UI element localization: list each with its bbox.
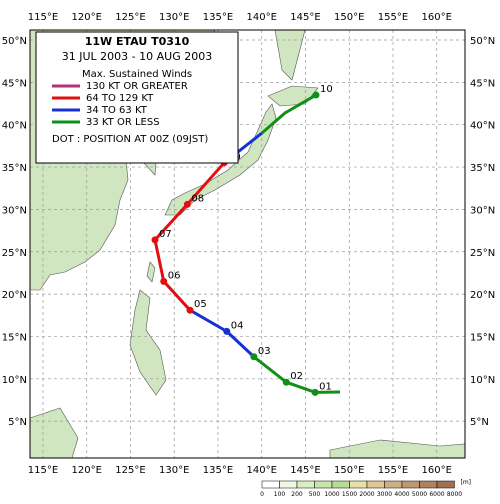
- position-dot: [184, 201, 191, 208]
- position-dot: [312, 389, 319, 396]
- position-label: 05: [194, 299, 207, 310]
- position-dot: [152, 236, 159, 243]
- scale-cell: [350, 481, 368, 488]
- position-label: 08: [191, 193, 204, 204]
- position-dot: [313, 92, 320, 99]
- lon-label: 160°E: [422, 12, 452, 23]
- position-dot: [283, 379, 290, 386]
- scale-label: 8000: [447, 491, 462, 498]
- lat-label: 25°N: [470, 248, 495, 259]
- scale-cell: [332, 481, 350, 488]
- lon-label: 115°E: [28, 12, 58, 23]
- lat-label: 15°N: [2, 332, 27, 343]
- lat-label: 30°N: [470, 205, 495, 216]
- scale-label: 2000: [359, 491, 374, 498]
- lon-label: 155°E: [378, 12, 408, 23]
- scale-cell: [297, 481, 315, 488]
- legend-label: 33 KT OR LESS: [86, 117, 160, 128]
- scale-label: 3000: [377, 491, 392, 498]
- position-label: 10: [320, 84, 333, 95]
- lat-label: 40°N: [2, 121, 27, 132]
- position-label: 07: [159, 229, 172, 240]
- legend: 11W ETAU T0310 31 JUL 2003 - 10 AUG 2003…: [36, 32, 238, 163]
- lat-label: 15°N: [470, 332, 495, 343]
- position-label: 01: [319, 381, 332, 392]
- scale-cell: [437, 481, 455, 488]
- position-label: 02: [290, 371, 303, 382]
- scale-label: 100: [274, 491, 286, 498]
- scale-cell: [315, 481, 333, 488]
- position-dot: [187, 307, 194, 314]
- lat-label: 40°N: [470, 121, 495, 132]
- lon-label: 125°E: [115, 465, 145, 476]
- scale-cell: [367, 481, 385, 488]
- lon-label: 120°E: [72, 12, 102, 23]
- scale-label: 1000: [324, 491, 339, 498]
- lon-label: 155°E: [378, 465, 408, 476]
- lat-label: 25°N: [2, 248, 27, 259]
- dot-note: DOT : POSITION AT 00Z (09JST): [52, 134, 208, 145]
- scale-label: 5000: [412, 491, 427, 498]
- legend-label: 64 TO 129 KT: [86, 93, 154, 104]
- lat-label: 50°N: [2, 36, 27, 47]
- lat-label: 50°N: [470, 36, 495, 47]
- lat-label: 30°N: [2, 205, 27, 216]
- position-label: 06: [168, 270, 181, 281]
- lat-label: 20°N: [2, 290, 27, 301]
- lon-label: 160°E: [422, 465, 452, 476]
- scale-label: 6000: [429, 491, 444, 498]
- position-label: 04: [231, 320, 244, 331]
- lat-label: 10°N: [2, 375, 27, 386]
- position-dot: [160, 278, 167, 285]
- scale-unit: [m]: [461, 479, 472, 486]
- scale-cell: [262, 481, 280, 488]
- lat-label: 45°N: [2, 78, 27, 89]
- lon-label: 150°E: [334, 465, 364, 476]
- lon-label: 120°E: [72, 465, 102, 476]
- lon-label: 135°E: [203, 12, 233, 23]
- lon-label: 130°E: [159, 12, 189, 23]
- position-label: 03: [258, 346, 271, 357]
- lon-label: 140°E: [247, 12, 277, 23]
- scale-label: 500: [309, 491, 321, 498]
- scale-cell: [402, 481, 420, 488]
- lon-label: 145°E: [290, 12, 320, 23]
- lon-label: 125°E: [115, 12, 145, 23]
- scale-cell: [385, 481, 403, 488]
- scale-label: 200: [291, 491, 303, 498]
- scale-label: 4000: [394, 491, 409, 498]
- period: 31 JUL 2003 - 10 AUG 2003: [62, 50, 212, 63]
- scale-label: 0: [260, 491, 264, 498]
- lat-label: 5°N: [470, 417, 489, 428]
- lat-label: 35°N: [2, 163, 27, 174]
- lon-label: 135°E: [203, 465, 233, 476]
- lon-label: 150°E: [334, 12, 364, 23]
- lon-label: 130°E: [159, 465, 189, 476]
- lat-label: 20°N: [470, 290, 495, 301]
- scale-label: 1500: [342, 491, 357, 498]
- lat-label: 5°N: [8, 417, 27, 428]
- lat-label: 45°N: [470, 78, 495, 89]
- lon-label: 115°E: [28, 465, 58, 476]
- legend-label: 34 TO 63 KT: [86, 105, 148, 116]
- scale-cell: [280, 481, 298, 488]
- legend-heading: Max. Sustained Winds: [82, 69, 192, 80]
- scale-cell: [420, 481, 438, 488]
- position-dot: [223, 328, 230, 335]
- lat-label: 35°N: [470, 163, 495, 174]
- title: 11W ETAU T0310: [85, 35, 190, 48]
- lon-label: 145°E: [290, 465, 320, 476]
- legend-label: 130 KT OR GREATER: [86, 81, 188, 92]
- position-dot: [250, 353, 257, 360]
- lon-label: 140°E: [247, 465, 277, 476]
- lat-label: 10°N: [470, 375, 495, 386]
